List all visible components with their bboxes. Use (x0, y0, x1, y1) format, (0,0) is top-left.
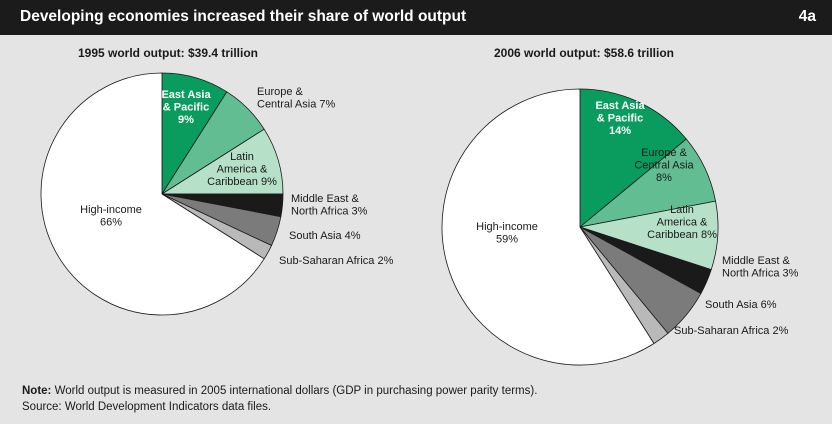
slice-label-europe: Europe & Central Asia 7% (257, 86, 335, 111)
note-text: World output is measured in 2005 interna… (51, 385, 538, 397)
figure-number: 4a (798, 8, 816, 25)
chart-title: 1995 world output: $39.4 trillion (78, 46, 258, 60)
slice-label-east-asia: East Asia & Pacific 14% (595, 100, 645, 137)
slice-label-south-asia: South Asia 6% (705, 299, 777, 311)
pie-slice-east-asia (579, 88, 687, 228)
note-label: Note: (22, 385, 52, 397)
slice-label-middle-east: Middle East & North Africa 3% (291, 193, 368, 218)
slice-label-high-income: High-income 59% (476, 221, 538, 246)
notes: Note: World output is measured in 2005 i… (22, 383, 537, 415)
pie-slice-high-income (441, 88, 655, 366)
pie-slice-high-income (40, 72, 265, 316)
slice-label-europe: Europe & Central Asia 8% (634, 147, 694, 184)
source-line: Source: World Development Indicators dat… (22, 401, 272, 413)
figure-title: Developing economies increased their sha… (20, 8, 467, 25)
slice-label-latin-america: Latin America & Caribbean 8% (647, 204, 717, 241)
chart-header: Developing economies increased their sha… (0, 0, 832, 35)
pie-charts: 1995 world output: $39.4 trillion East As… (40, 46, 799, 366)
note-line: Note: World output is measured in 2005 i… (22, 383, 537, 399)
chart-title: 2006 world output: $58.6 trillion (494, 46, 674, 60)
slice-label-sub-saharan: Sub-Saharan Africa 2% (674, 325, 789, 337)
slice-label-latin-america: Latin America & Caribbean 9% (207, 151, 277, 188)
slice-label-east-asia: East Asia & Pacific 9% (161, 89, 211, 126)
pie-chart-2: 2006 world output: $58.6 trillion East As… (441, 46, 799, 366)
pie-chart-1: 1995 world output: $39.4 trillion East As… (40, 46, 394, 316)
slice-label-south-asia: South Asia 4% (289, 230, 361, 242)
slice-label-sub-saharan: Sub-Saharan Africa 2% (279, 255, 394, 267)
slice-label-high-income: High-income 66% (80, 204, 142, 229)
slice-label-middle-east: Middle East & North Africa 3% (722, 255, 799, 280)
